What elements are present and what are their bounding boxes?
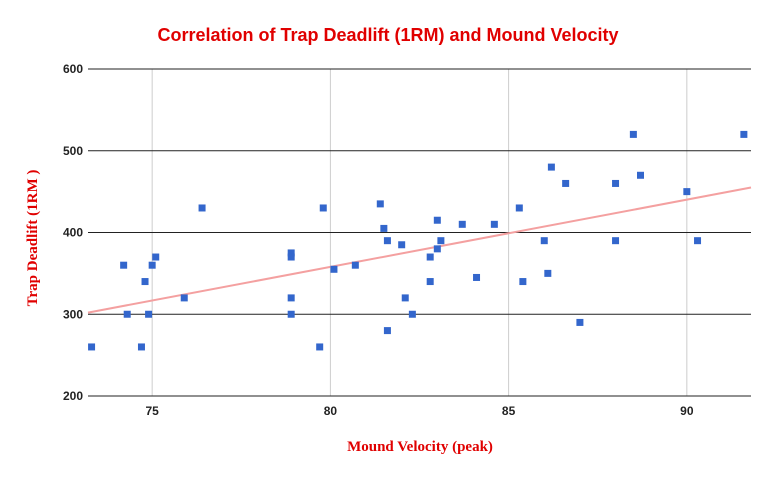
data-point [401,294,409,302]
y-tick-label: 500 [63,144,83,158]
x-tick-label: 80 [324,404,338,418]
data-point [137,343,145,351]
data-point [544,269,552,277]
data-point [683,188,691,196]
data-point [351,261,359,269]
data-point [145,310,153,318]
data-point [287,294,295,302]
y-tick-label: 400 [63,226,83,240]
y-tick-label: 300 [63,307,83,321]
data-point [380,224,388,232]
data-point [383,327,391,335]
data-point [490,220,498,228]
y-tick-label: 600 [63,62,83,76]
data-point [88,343,96,351]
data-point [540,237,548,245]
data-points [88,130,748,351]
y-tick-label: 200 [63,389,83,403]
data-point [426,253,434,261]
gridlines [88,68,751,397]
data-point [433,216,441,224]
data-point [376,200,384,208]
data-point [612,179,620,187]
data-point [287,253,295,261]
x-tick-label: 75 [145,404,159,418]
data-point [740,130,748,138]
data-point [473,273,481,281]
data-point [426,278,434,286]
data-point [316,343,324,351]
data-point [198,204,206,212]
trendline [87,186,752,314]
chart-title: Correlation of Trap Deadlift (1RM) and M… [157,25,618,45]
data-point [576,318,584,326]
data-point [437,237,445,245]
data-point [519,278,527,286]
data-point [152,253,160,261]
data-point [408,310,416,318]
data-point [612,237,620,245]
data-point [562,179,570,187]
data-point [180,294,188,302]
x-axis-label: Mound Velocity (peak) [347,439,493,455]
y-axis-label: Trap Deadlift (1RM ) [25,170,41,307]
data-point [458,220,466,228]
x-tick-label: 85 [502,404,516,418]
data-point [637,171,644,179]
data-point [287,249,295,257]
data-point [433,245,441,253]
data-point [123,310,131,318]
tick-labels: 75 80 85 90 200 300 400 500 600 [63,62,694,418]
data-point [330,265,338,273]
data-point [287,310,295,318]
trendline-group [87,186,752,314]
data-point [515,204,523,212]
data-point [694,237,702,245]
data-point [547,163,555,171]
data-point [383,237,391,245]
data-point [120,261,128,269]
data-point [148,261,156,269]
x-tick-label: 90 [680,404,694,418]
data-point [141,278,149,286]
data-point [629,130,637,138]
data-point [398,241,406,249]
data-point [319,204,327,212]
